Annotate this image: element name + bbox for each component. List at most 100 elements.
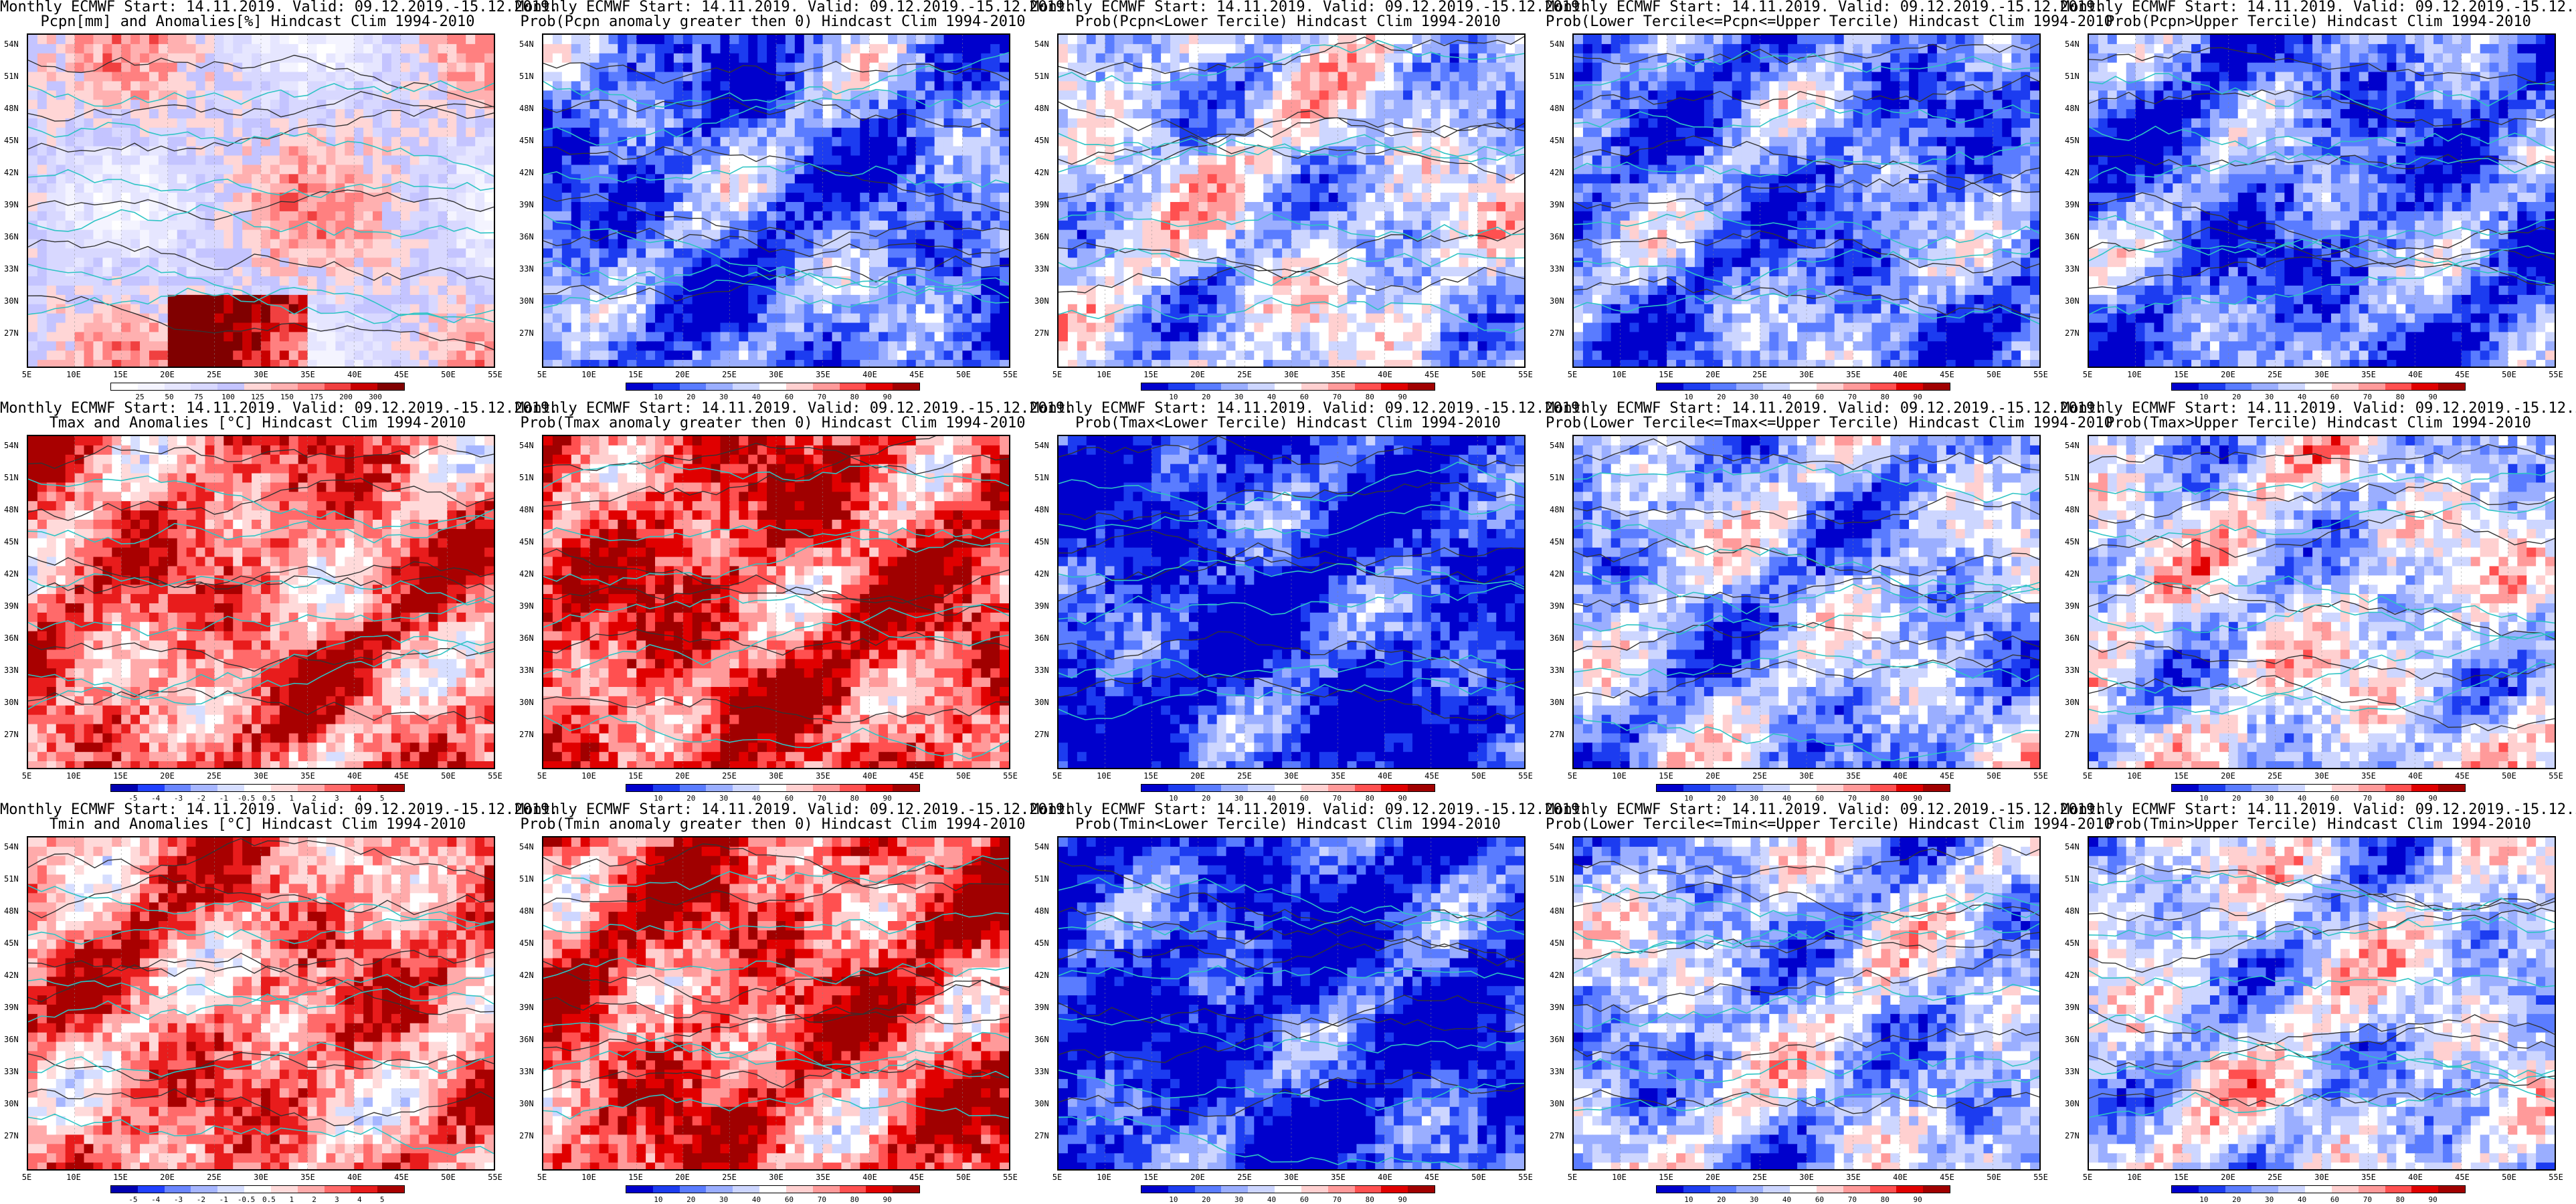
colorbar-tick-label: 10 (1684, 393, 1693, 401)
lon-label: 40E (2408, 1173, 2423, 1181)
lon-label: 20E (2221, 772, 2235, 780)
lat-label: 30N (1550, 1100, 1564, 1108)
lat-label: 36N (1034, 233, 1049, 241)
lat-label: 27N (519, 329, 534, 337)
lon-label: 20E (1706, 1173, 1720, 1181)
panel-title-line1: Monthly ECMWF Start: 14.11.2019. Valid: … (1546, 0, 2104, 15)
lon-label: 50E (956, 1173, 971, 1181)
lon-label: 5E (22, 371, 31, 379)
lat-label: 39N (4, 602, 19, 610)
lon-label: 55E (488, 772, 502, 780)
lon-label: 15E (628, 772, 643, 780)
lat-label: 30N (519, 297, 534, 305)
lon-label: 25E (2268, 1173, 2282, 1181)
colorbar-tick-label: 90 (883, 393, 891, 401)
lat-label: 48N (4, 506, 19, 514)
colorbar-swatch (759, 383, 786, 390)
lat-label: 33N (4, 1068, 19, 1076)
colorbar-swatch (1683, 383, 1710, 390)
colorbar-tick-label: 40 (1267, 1196, 1276, 1203)
colorbar-tick-label: 40 (1782, 795, 1791, 802)
colorbar-swatch (706, 1186, 733, 1193)
colorbar-tick-label: 20 (1717, 795, 1726, 802)
colorbar-tick-label: 90 (2428, 393, 2437, 401)
lon-label: 10E (581, 1173, 596, 1181)
colorbar (2171, 383, 2466, 391)
colorbar-swatch (2305, 383, 2332, 390)
lat-label: 30N (4, 297, 19, 305)
colorbar-tick-label: 80 (2396, 393, 2405, 401)
colorbar-swatch (1275, 383, 1301, 390)
panel-title-line2: Prob(Lower Tercile<=Tmin<=Upper Tercile)… (1546, 817, 2113, 832)
lat-label: 42N (519, 971, 534, 979)
lon-label: 5E (22, 772, 31, 780)
lon-label: 30E (254, 1173, 268, 1181)
colorbar-tick-label: 175 (310, 393, 323, 401)
colorbar-tick-label: 30 (719, 393, 728, 401)
colorbar-tick-label: 10 (654, 1196, 662, 1203)
colorbar-swatch (1141, 383, 1168, 390)
lat-label: 42N (519, 570, 534, 578)
colorbar-tick-label: 30 (1234, 1196, 1243, 1203)
panel-title-line2: Prob(Pcpn>Upper Tercile) Hindcast Clim 1… (2061, 15, 2576, 29)
colorbar-tick-label: 5 (380, 1196, 385, 1203)
lat-label: 48N (2065, 506, 2080, 514)
colorbar-swatch (244, 785, 271, 791)
lon-label: 45E (909, 371, 924, 379)
map-field (27, 33, 495, 368)
lon-label: 45E (394, 371, 409, 379)
colorbar (110, 784, 405, 792)
lon-label: 20E (160, 1173, 175, 1181)
colorbar-tick-label: 80 (850, 795, 859, 802)
map-panel-tmin-anom: Monthly ECMWF Start: 14.11.2019. Valid: … (0, 803, 558, 1204)
map-panel-tmax-prob-mid: Monthly ECMWF Start: 14.11.2019. Valid: … (1546, 401, 2113, 803)
colorbar-swatch (2358, 785, 2385, 791)
colorbar-swatch (244, 1186, 271, 1193)
colorbar-swatch (1194, 785, 1222, 791)
colorbar-swatch (1354, 383, 1382, 390)
colorbar-tick-label: 10 (1684, 795, 1693, 802)
colorbar-swatch (839, 785, 866, 791)
colorbar-tick-label: 40 (2298, 795, 2306, 802)
colorbar-tick-label: 20 (686, 795, 695, 802)
lat-label: 48N (519, 506, 534, 514)
lon-label: 45E (909, 1173, 924, 1181)
colorbar-tick-label: 40 (752, 1196, 761, 1203)
lat-label: 33N (1550, 666, 1564, 674)
map-panel-pcpn-prob-upper: Monthly ECMWF Start: 14.11.2019. Valid: … (2061, 0, 2576, 401)
lon-label: 50E (2502, 1173, 2516, 1181)
colorbar-swatch (2438, 383, 2465, 390)
lat-label: 36N (1550, 634, 1564, 642)
lat-label: 48N (1034, 907, 1049, 915)
colorbar-swatch (137, 785, 165, 791)
colorbar-swatch (244, 383, 271, 390)
colorbar-swatch (297, 1186, 325, 1193)
panel-title-line1: Monthly ECMWF Start: 14.11.2019. Valid: … (2061, 0, 2576, 15)
lon-label: 25E (207, 1173, 221, 1181)
lat-label: 42N (1034, 971, 1049, 979)
colorbar-tick-label: 40 (2298, 393, 2306, 401)
lon-label: 10E (2127, 371, 2142, 379)
colorbar-tick-label: 10 (1169, 1196, 1178, 1203)
colorbar-swatch (1869, 383, 1897, 390)
lon-label: 30E (2314, 1173, 2329, 1181)
lon-label: 30E (769, 772, 784, 780)
colorbar-tick-label: 75 (194, 393, 203, 401)
colorbar-swatch (164, 1186, 191, 1193)
lon-label: 5E (2083, 772, 2092, 780)
lon-label: 15E (628, 1173, 643, 1181)
lat-label: 45N (1550, 136, 1564, 144)
colorbar-swatch (2385, 1186, 2412, 1193)
lat-label: 27N (4, 730, 19, 738)
colorbar-swatch (652, 785, 680, 791)
colorbar (1141, 1185, 1435, 1193)
colorbar-tick-label: -1 (219, 795, 228, 802)
colorbar-tick-label: 30 (2265, 795, 2274, 802)
lon-label: 55E (488, 371, 502, 379)
lat-label: 39N (1034, 1003, 1049, 1011)
lat-label: 48N (4, 907, 19, 915)
lat-label: 33N (2065, 265, 2080, 273)
lat-label: 54N (1034, 40, 1049, 48)
lon-label: 45E (1424, 371, 1439, 379)
lat-label: 27N (1550, 329, 1564, 337)
